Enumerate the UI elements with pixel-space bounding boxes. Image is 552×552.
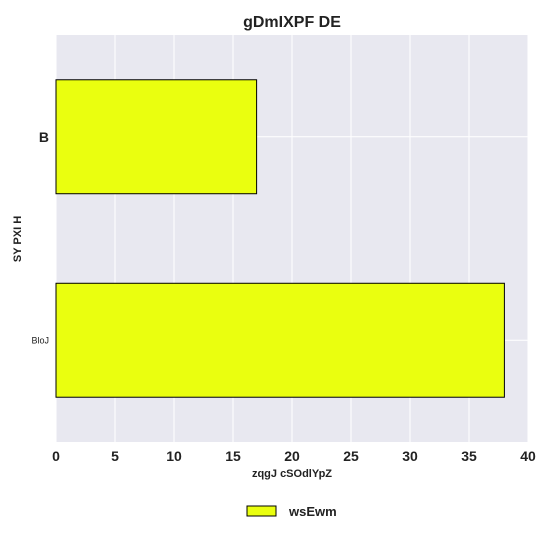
x-axis-ticks: 0 5 10 15 20 25 30 35 40 bbox=[52, 448, 536, 464]
bars bbox=[55, 79, 505, 398]
x-tick-label: 5 bbox=[111, 448, 119, 464]
y-axis-label: SY PXI H bbox=[12, 216, 24, 262]
y-axis-ticks: B BloJ bbox=[31, 129, 49, 346]
legend: wsEwm bbox=[246, 504, 337, 519]
legend-label: wsEwm bbox=[288, 504, 337, 519]
x-tick-label: 30 bbox=[402, 448, 418, 464]
x-tick-label: 40 bbox=[520, 448, 536, 464]
x-tick-label: 35 bbox=[461, 448, 477, 464]
bar-b bbox=[55, 79, 258, 195]
bar-bloj bbox=[55, 282, 505, 398]
chart-title: gDmIXPF DE bbox=[243, 14, 341, 31]
x-tick-label: 0 bbox=[52, 448, 60, 464]
x-axis-label: zqgJ cSOdlYpZ bbox=[252, 468, 332, 480]
legend-swatch bbox=[246, 505, 277, 517]
y-tick-label: BloJ bbox=[31, 335, 49, 345]
y-tick-label: B bbox=[39, 129, 49, 145]
x-tick-label: 25 bbox=[343, 448, 359, 464]
x-tick-label: 20 bbox=[284, 448, 300, 464]
x-tick-label: 15 bbox=[225, 448, 241, 464]
x-tick-label: 10 bbox=[166, 448, 182, 464]
